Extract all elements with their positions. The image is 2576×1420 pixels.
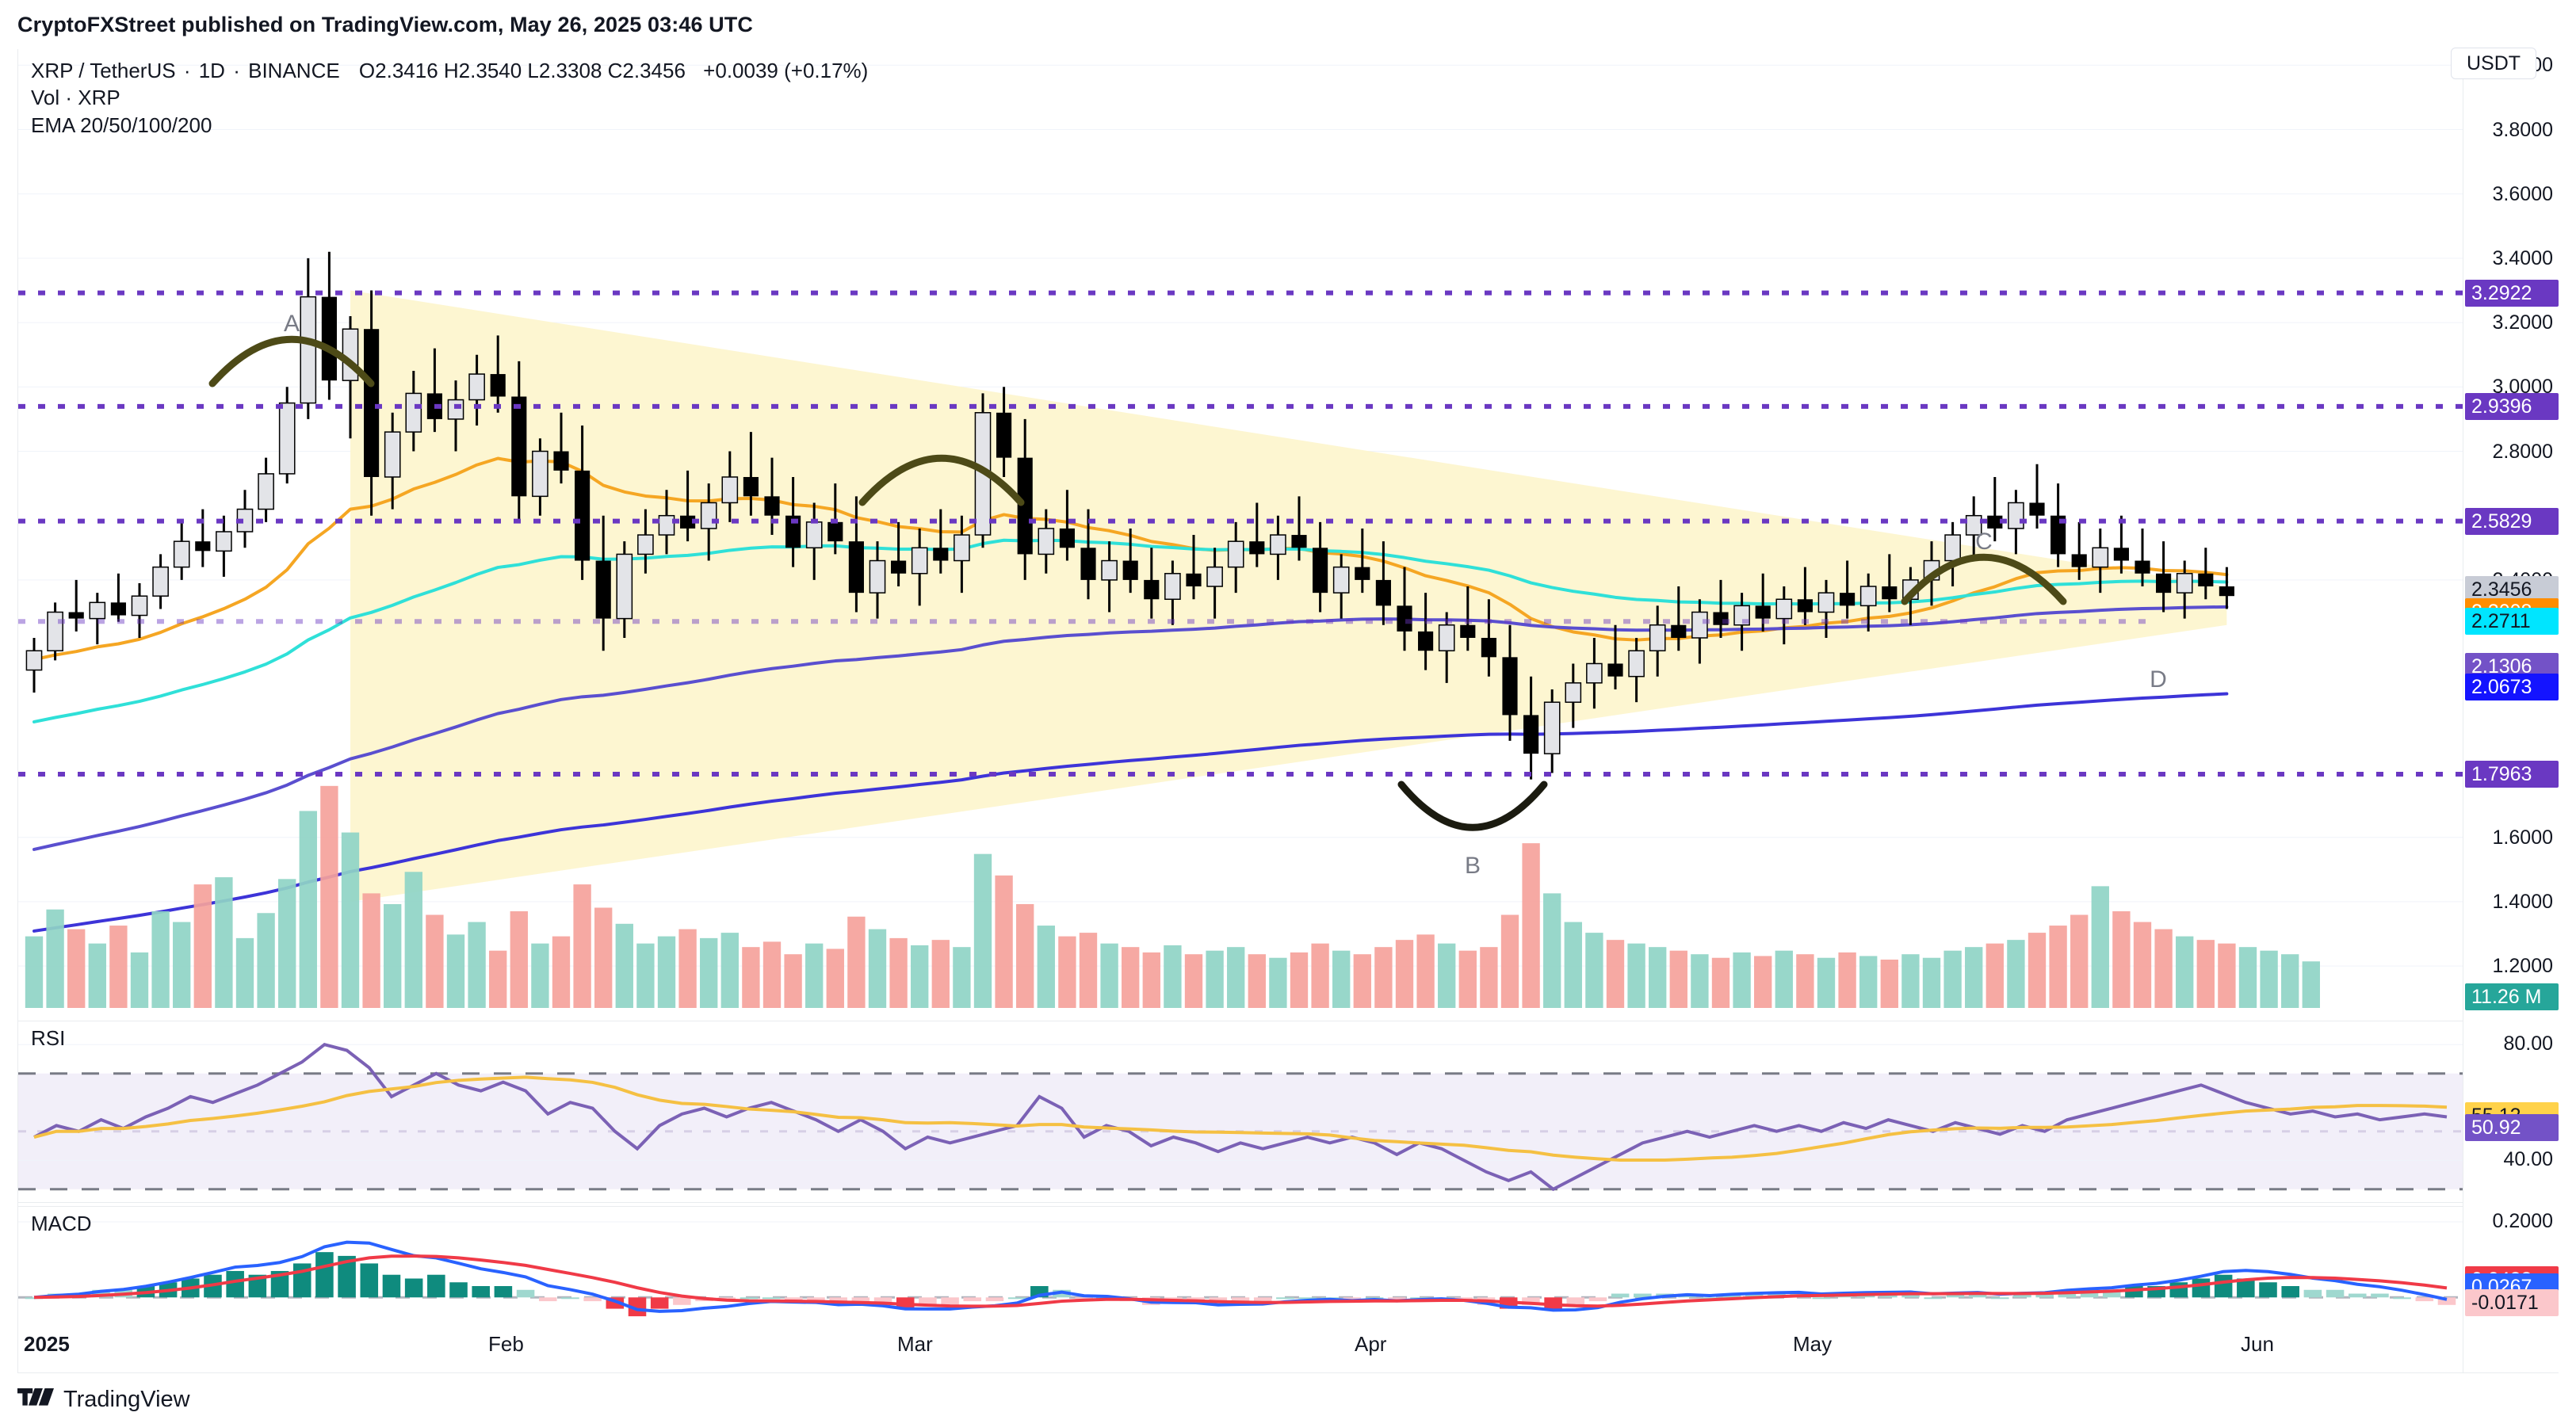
time-tick-2025: 2025 [24,1332,70,1356]
chart-legend: XRP / TetherUS · 1D · BINANCE O2.3416 H2… [31,57,870,139]
macd-pane[interactable]: MACD [18,1206,2463,1365]
tradingview-wordmark: TradingView [63,1386,190,1412]
price-badge-ema50-5[interactable]: 2.2711 [2465,608,2559,636]
time-tick-jun: Jun [2241,1332,2274,1356]
tradingview-logo-icon [17,1388,54,1406]
rsi-pane[interactable]: RSI [18,1021,2463,1203]
rsi-badge-1[interactable]: 50.92 [2465,1114,2559,1142]
price-badge-level-2[interactable]: 2.5829 [2465,507,2559,535]
price-tick-3-2000: 3.2000 [2492,311,2553,334]
time-tick-apr: Apr [1355,1332,1387,1356]
price-badge-level-1[interactable]: 2.9396 [2465,392,2559,420]
rsi-plot [18,1043,2463,1192]
legend-change: +0.0039 (+0.17%) [703,59,869,82]
price-tick-3-6000: 3.6000 [2492,182,2553,205]
price-tick-3-8000: 3.8000 [2492,118,2553,141]
rsi-tick-80-00: 80.00 [2503,1033,2553,1055]
price-tick-1-6000: 1.6000 [2492,826,2553,849]
legend-sep-2: · [233,59,240,82]
time-tick-may: May [1793,1332,1833,1356]
legend-symbol[interactable]: XRP / TetherUS [31,59,176,82]
price-axis[interactable]: 4.00003.80003.60003.40003.20003.00002.80… [2463,49,2559,1372]
legend-interval[interactable]: 1D [198,59,225,82]
price-pane[interactable]: A B C D [18,49,2463,1014]
volume-badge[interactable]: 11.26 M [2465,983,2559,1010]
price-plot: A B C D [18,64,2463,1008]
macd-tick-0-2000: 0.2000 [2492,1210,2553,1233]
footer: TradingView [17,1379,190,1420]
chart-frame[interactable]: XRP / TetherUS · 1D · BINANCE O2.3416 H2… [17,49,2559,1372]
currency-chip[interactable]: USDT [2451,48,2536,79]
price-tick-2-8000: 2.8000 [2492,440,2553,463]
legend-ticker-row[interactable]: XRP / TetherUS · 1D · BINANCE O2.3416 H2… [31,57,870,84]
svg-text:C: C [1975,529,1993,555]
legend-ema-study[interactable]: EMA 20/50/100/200 [31,113,212,137]
legend-volume-study[interactable]: Vol · XRP [31,86,120,110]
legend-sep-1: · [183,59,191,82]
price-badge-ema200-7[interactable]: 2.0673 [2465,673,2559,700]
legend-ohlc: O2.3416 H2.3540 L2.3308 C2.3456 [358,59,686,82]
time-tick-mar: Mar [897,1332,933,1356]
svg-text:A: A [284,311,300,337]
svg-text:B: B [1465,853,1481,879]
price-badge-level-0[interactable]: 3.2922 [2465,279,2559,307]
macd-badge-2[interactable]: -0.0171 [2465,1289,2559,1317]
last-price-value: 2.3456 [2471,578,2532,601]
price-tick-3-4000: 3.4000 [2492,246,2553,269]
price-tick-1-2000: 1.2000 [2492,955,2553,978]
macd-plot [18,1221,2463,1317]
time-axis[interactable]: 2025 Feb Mar Apr May Jun [17,1332,2559,1401]
legend-exchange: BINANCE [248,59,340,82]
publisher-credit: CryptoFXStreet published on TradingView.… [17,12,753,36]
svg-text:D: D [2150,666,2167,693]
time-tick-feb: Feb [488,1332,524,1356]
price-tick-1-4000: 1.4000 [2492,890,2553,913]
rsi-tick-40-00: 40.00 [2503,1148,2553,1171]
price-badge-level-8[interactable]: 1.7963 [2465,761,2559,788]
